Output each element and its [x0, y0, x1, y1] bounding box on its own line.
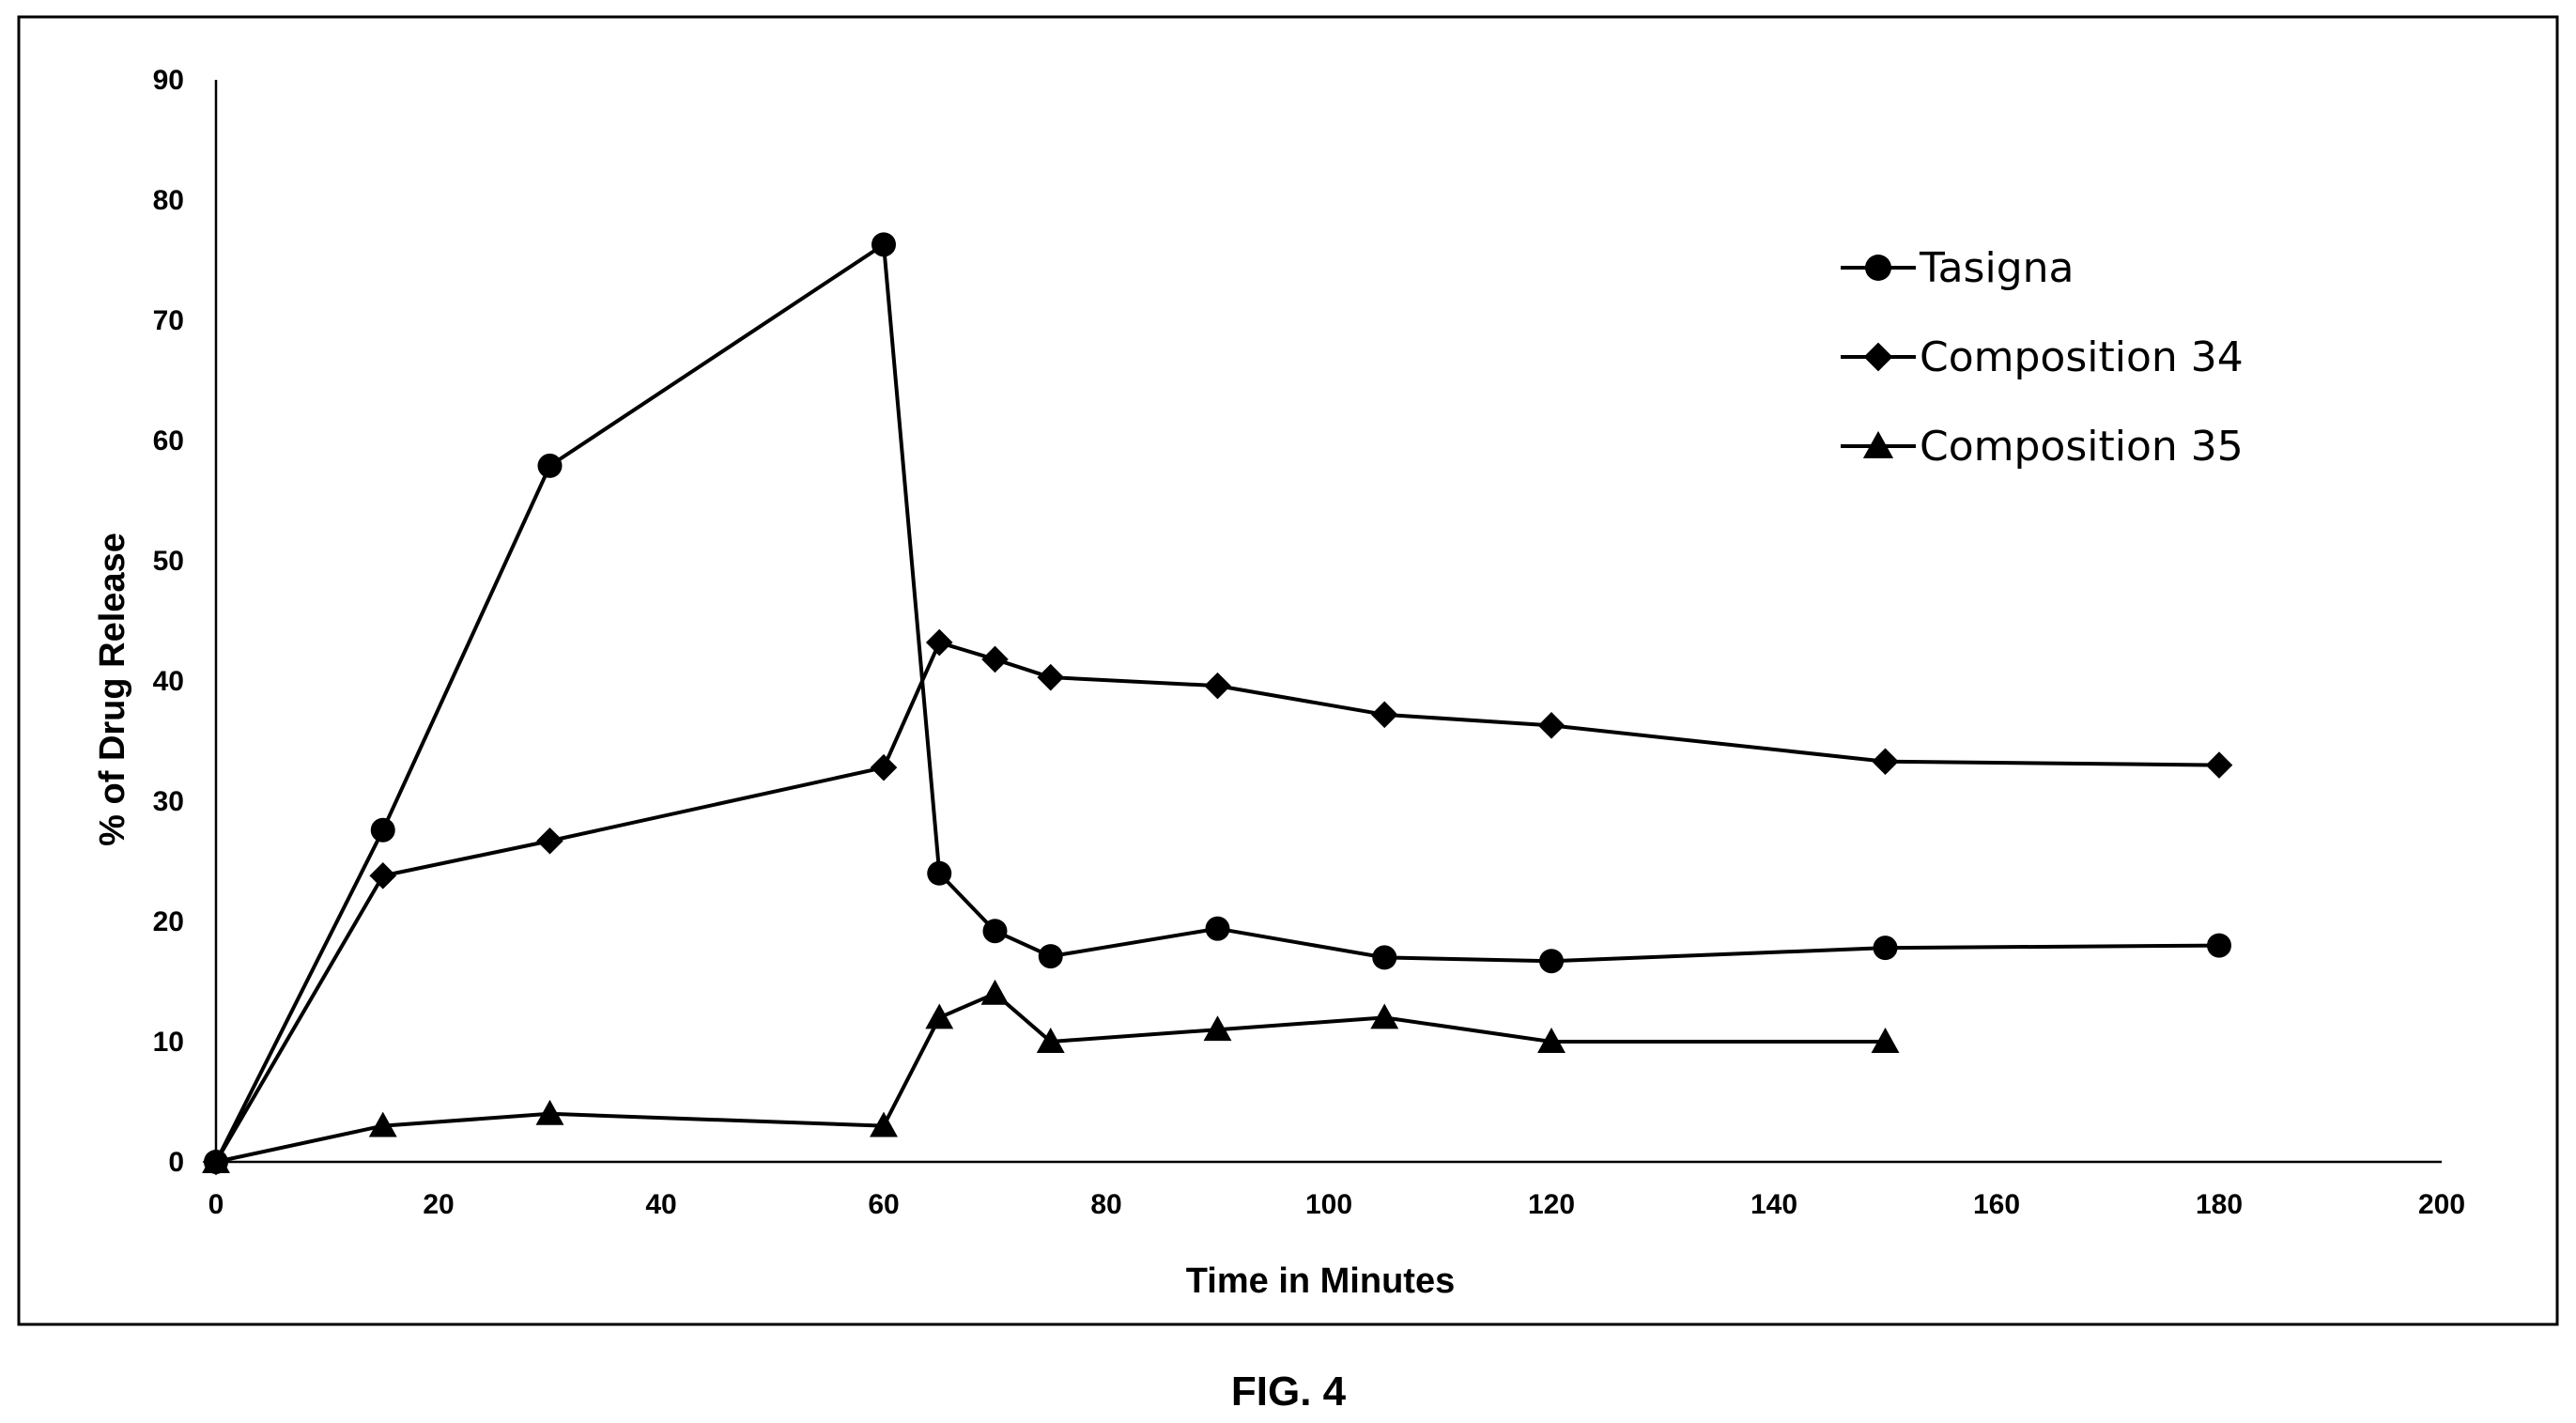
legend-item-composition-35: Composition 35	[1841, 423, 2244, 471]
data-point-composition-35	[1203, 1015, 1232, 1042]
legend-marker	[1865, 255, 1891, 281]
x-tick-label: 200	[2418, 1189, 2465, 1220]
data-point-composition-35	[870, 1111, 898, 1137]
y-axis: 0 10 20 30 40 50 60 70 80 90	[153, 65, 218, 1178]
x-tick-label: 180	[2196, 1189, 2243, 1220]
chart-frame	[17, 15, 2559, 1326]
data-point-composition-34	[1370, 701, 1398, 729]
data-point-composition-35	[535, 1099, 564, 1125]
data-point-composition-34	[870, 753, 898, 781]
y-tick-label: 20	[153, 906, 184, 937]
y-tick-label: 70	[153, 305, 184, 336]
data-point-tasigna	[2207, 933, 2231, 958]
series-line-composition-35	[215, 991, 1886, 1164]
data-point-composition-34	[1204, 672, 1231, 700]
series-tasigna	[204, 232, 2231, 1174]
y-tick-label: 10	[153, 1027, 184, 1058]
y-tick-label: 80	[153, 185, 184, 216]
x-tick-label: 120	[1528, 1189, 1575, 1220]
legend-marker	[1863, 342, 1893, 372]
y-tick-label: 30	[153, 786, 184, 817]
data-point-composition-35	[1537, 1028, 1566, 1053]
series-line-composition-34	[214, 641, 2220, 1164]
series-composition-34	[202, 628, 2233, 1176]
data-point-composition-34	[1872, 748, 1899, 776]
x-tick-label: 20	[423, 1189, 454, 1220]
x-tick-label: 160	[1973, 1189, 2020, 1220]
x-tick-label: 40	[645, 1189, 676, 1220]
legend-item-composition-34: Composition 34	[1841, 333, 2244, 381]
y-tick-label: 40	[153, 666, 184, 697]
data-point-composition-35	[1871, 1028, 1900, 1053]
data-point-tasigna	[1873, 936, 1898, 961]
series-layer	[202, 232, 2233, 1176]
x-tick-label: 140	[1751, 1189, 1797, 1220]
data-point-tasigna	[872, 232, 896, 257]
x-tick-label: 0	[208, 1189, 224, 1220]
legend-marker	[1862, 430, 1894, 458]
data-point-composition-34	[925, 628, 953, 657]
x-axis-title: Time in Minutes	[1186, 1261, 1455, 1301]
figure-caption: FIG. 4	[1231, 1369, 1347, 1415]
data-point-composition-35	[1370, 1003, 1399, 1029]
y-tick-label: 0	[168, 1147, 184, 1178]
legend-label: Composition 34	[1920, 333, 2244, 381]
data-point-tasigna	[1038, 944, 1063, 969]
data-point-composition-35	[1036, 1028, 1065, 1053]
y-tick-label: 90	[153, 65, 184, 96]
data-point-composition-35	[202, 1148, 230, 1173]
data-point-composition-34	[981, 645, 1009, 673]
legend-label: Tasigna	[1919, 244, 2074, 292]
data-point-composition-34	[536, 827, 563, 855]
data-point-tasigna	[1539, 949, 1564, 974]
data-point-tasigna	[982, 919, 1008, 944]
x-tick-label: 60	[868, 1189, 899, 1220]
series-line-tasigna	[214, 242, 2220, 1163]
data-point-tasigna	[1372, 945, 1397, 970]
data-point-composition-34	[1537, 712, 1566, 739]
x-tick-label: 100	[1305, 1189, 1352, 1220]
data-point-tasigna	[927, 860, 952, 886]
data-point-tasigna	[537, 453, 563, 478]
y-tick-label: 50	[153, 546, 184, 577]
y-axis-title: % of Drug Release	[93, 533, 132, 846]
legend-item-tasigna: Tasigna	[1841, 244, 2074, 292]
data-point-composition-34	[369, 862, 397, 889]
legend: Tasigna Composition 34 Composition 35	[1841, 244, 2244, 471]
data-point-tasigna	[1205, 916, 1230, 941]
x-tick-label: 80	[1090, 1189, 1121, 1220]
x-axis: 0 20 40 60 80 100 120 140 160 180 200	[208, 1160, 2465, 1220]
data-point-composition-35	[925, 1003, 954, 1029]
series-composition-35	[202, 979, 1900, 1173]
data-point-composition-35	[368, 1111, 397, 1137]
data-point-composition-34	[1037, 663, 1065, 691]
data-point-composition-34	[2205, 751, 2233, 779]
legend-label: Composition 35	[1920, 423, 2244, 471]
data-point-tasigna	[370, 817, 395, 843]
y-tick-label: 60	[153, 425, 184, 456]
data-point-composition-35	[980, 979, 1010, 1005]
